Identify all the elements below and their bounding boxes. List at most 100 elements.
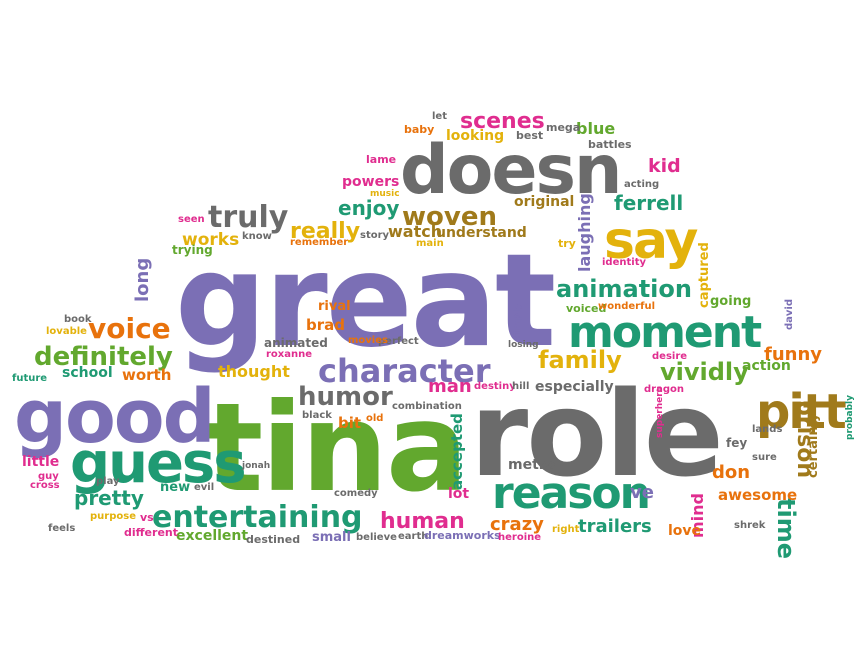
word-school: school [62,365,113,381]
word-certainly: certainly [806,413,821,478]
word-animation: animation [556,275,692,303]
word-remember: remember [290,237,348,248]
word-pretty: pretty [74,486,144,510]
word-ferrell: ferrell [614,191,683,215]
word-earth: earth [398,531,428,542]
word-best: best [516,129,543,142]
word-different: different [124,526,178,539]
word-purpose: purpose [90,511,136,522]
word-character: character [318,352,491,390]
word-original: original [514,194,574,210]
word-brad: brad [306,316,345,334]
word-metro: metro [508,457,556,473]
word-good: good [14,374,214,460]
word-combination: combination [392,401,462,412]
word-heroine: heroine [498,532,541,543]
word-comedy: comedy [334,488,378,499]
word-play: play [96,476,120,487]
word-captured: captured [697,242,712,308]
word-lame: lame [366,153,396,166]
word-battles: battles [588,138,632,151]
word-rival: rival [318,299,351,314]
word-black: black [302,410,332,421]
word-moment: moment [568,307,762,358]
word-right: right [552,524,580,535]
word-vs: vs [140,511,154,524]
word-kid: kid [648,155,681,177]
word-blue: blue [576,119,615,138]
word-dragon: dragon [644,384,684,395]
word-really: really [290,219,360,244]
word-human: human [380,509,465,534]
word-little: little [22,454,59,470]
word-time: time [772,498,800,559]
word-lovable: lovable [46,326,87,337]
word-especially: especially [535,379,614,395]
word-acting: acting [624,179,659,190]
word-trying: trying [172,243,213,257]
word-try: try [558,237,576,250]
word-worth: worth [122,366,171,384]
word-roxanne: roxanne [266,349,312,360]
word-evil: evil [194,482,214,493]
word-wonderful: wonderful [598,301,655,312]
word-family: family [538,346,622,374]
word-pitt: pitt [756,384,846,440]
word-sure: sure [752,452,777,463]
word-old: old [366,413,383,424]
word-tina: tina [205,377,466,519]
word-know: know [242,231,272,242]
word-man: man [428,376,472,397]
word-baby: baby [404,123,434,136]
word-love: love [668,523,701,539]
word-long: long [132,258,153,302]
word-action: action [742,358,791,374]
word-thought: thought [218,362,290,381]
word-fey: fey [726,436,747,450]
word-powers: powers [342,174,399,190]
word-desire: desire [652,351,687,362]
word-guy: guy [38,471,59,482]
word-perfect: perfect [378,336,419,347]
word-awesome: awesome [718,486,797,504]
word-great: great [175,227,554,376]
word-mega: mega [546,121,580,134]
word-going: going [710,294,751,309]
word-jonah: jonah [241,461,270,471]
word-dreamworks: dreamworks [424,529,501,542]
word-scenes: scenes [460,109,545,134]
word-definitely: definitely [34,342,173,372]
word-hill: hill [512,381,529,392]
word-don: don [712,462,750,483]
word-watch: watch [388,222,442,241]
word-book: book [64,314,92,325]
word-trailers: trailers [578,516,652,537]
word-losing: losing [508,340,539,350]
word-believe: believe [356,532,397,543]
word-story: story [360,230,390,241]
word-truly: truly [208,200,289,235]
word-animated: animated [264,336,328,350]
word-david: david [784,299,795,330]
word-funny: funny [764,344,822,365]
word-superhero: superhero [655,386,665,438]
word-small: small [312,530,351,545]
word-woven: woven [402,202,497,232]
word-say: say [604,211,697,271]
word-reason: reason [492,468,649,519]
word-future: future [12,373,47,384]
word-lands: lands [752,424,782,435]
word-identity: identity [602,257,646,268]
word-main: main [416,238,444,249]
word-humor: humor [298,382,393,412]
word-feels: feels [48,523,75,534]
word-crazy: crazy [490,514,544,535]
word-shrek: shrek [734,520,766,531]
word-cross: cross [30,480,60,491]
word-new: new [160,480,190,495]
word-lot: lot [448,486,469,502]
word-let: let [432,111,447,122]
word-voiced: voiced [566,302,606,315]
